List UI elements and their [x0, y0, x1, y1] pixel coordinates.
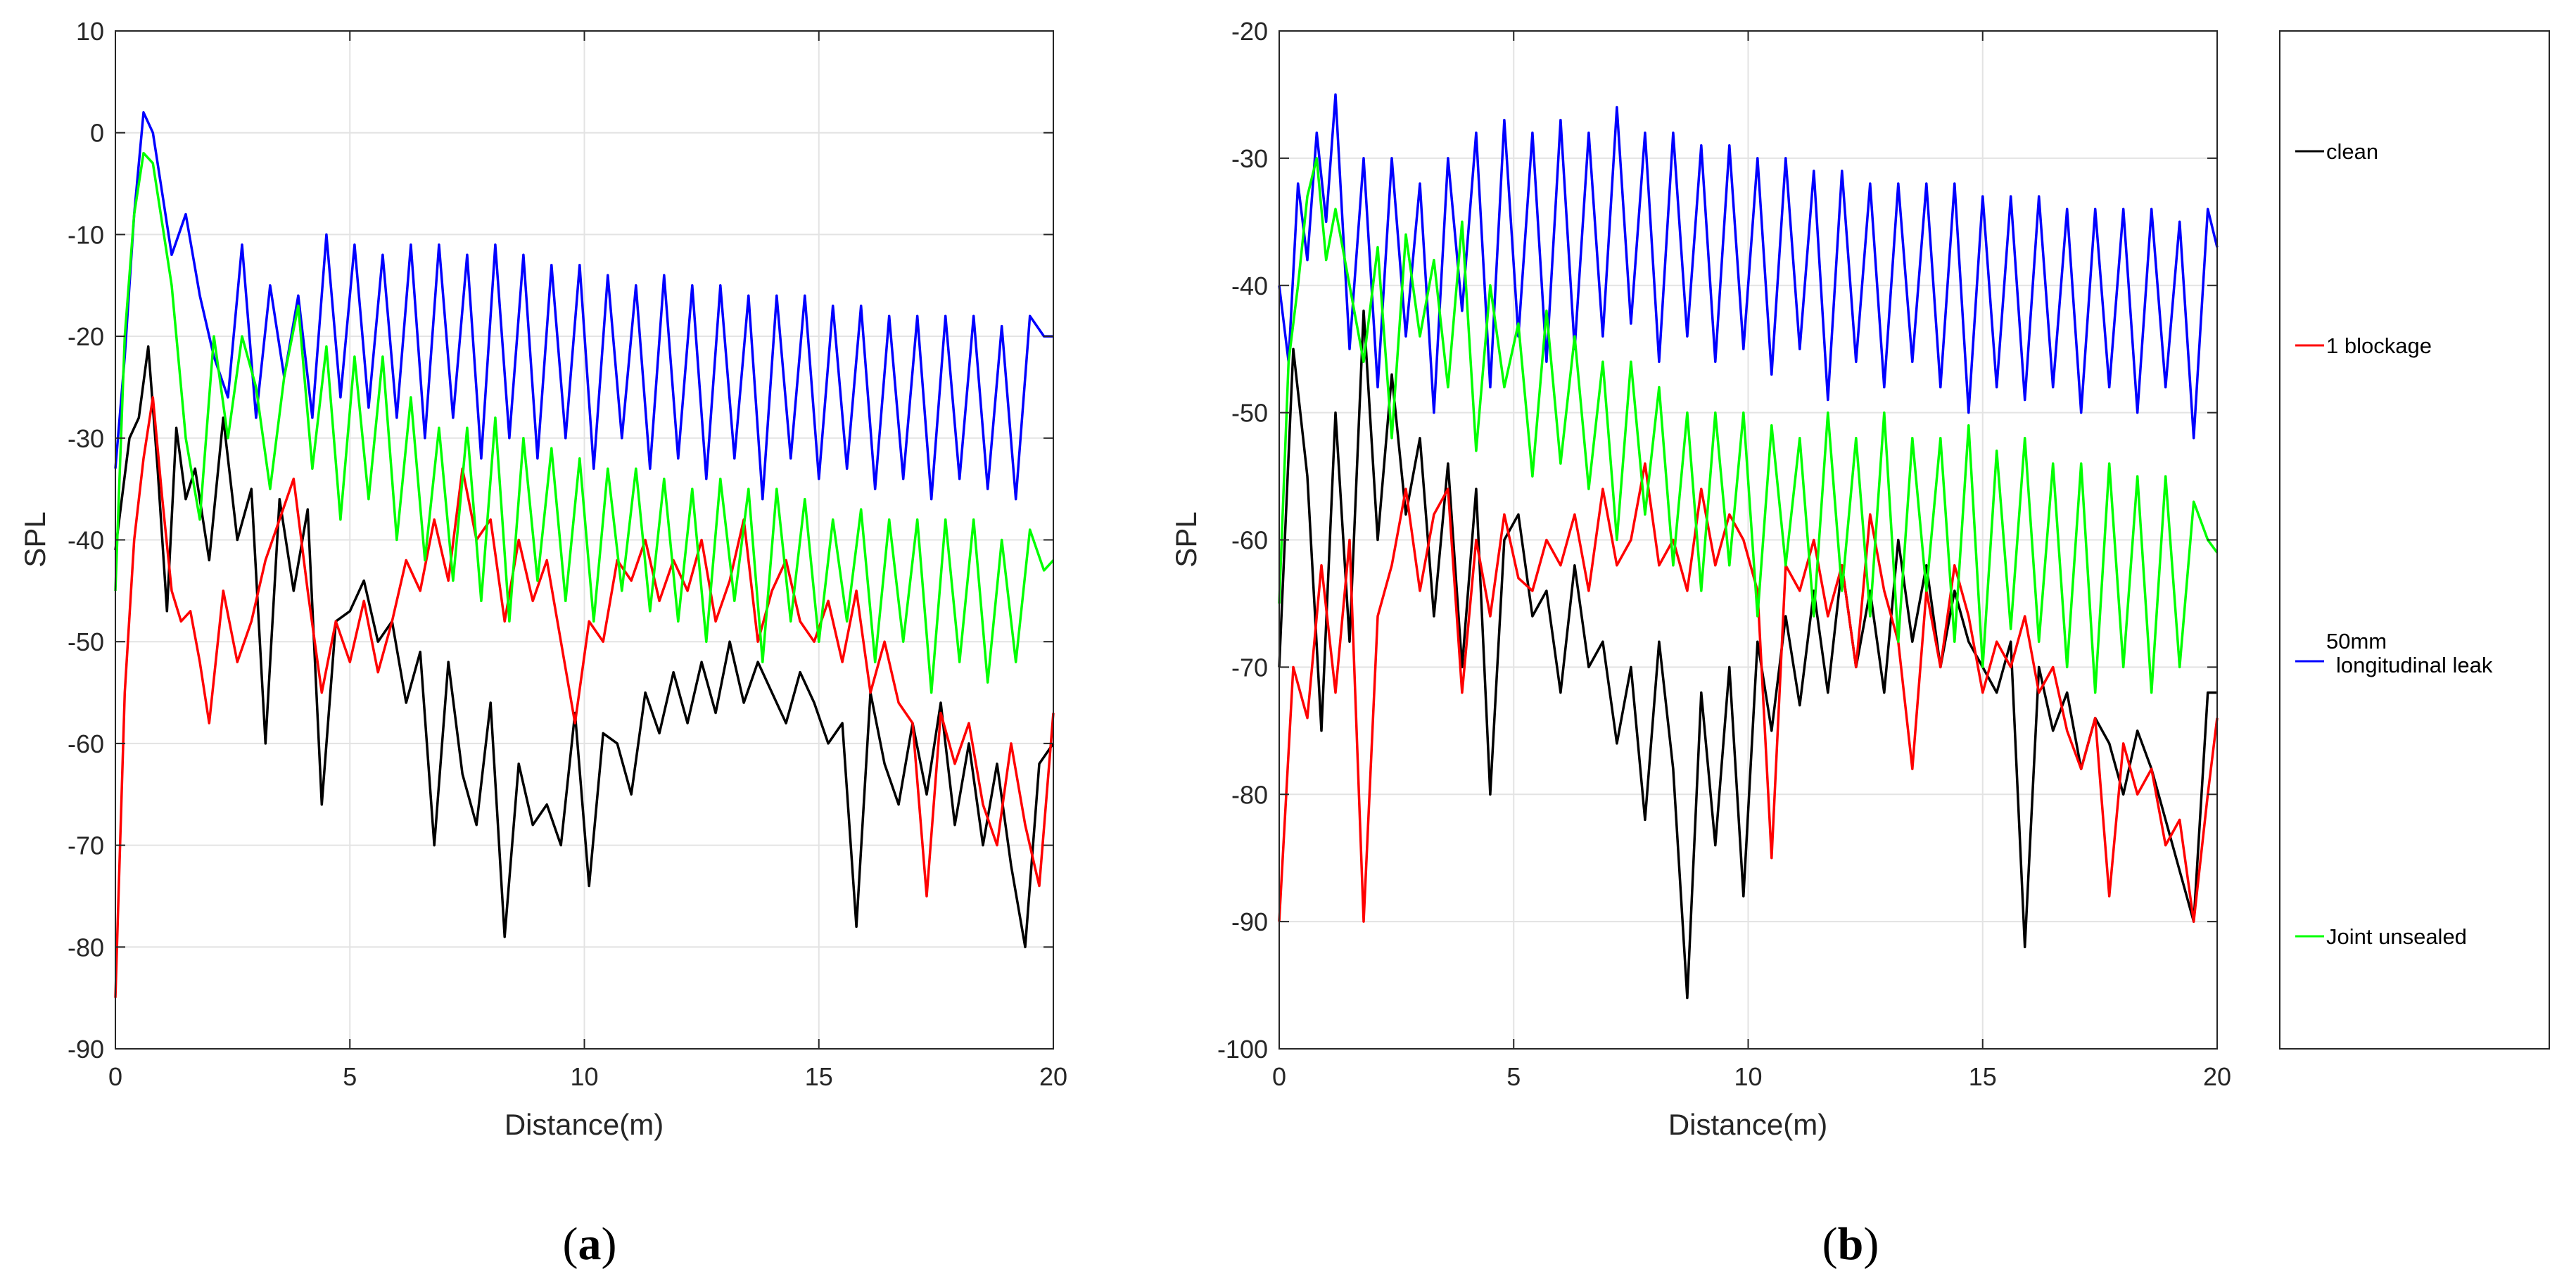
y-tick-label-a: -10 — [68, 220, 104, 249]
tick-labels-b: 0 5 10 15 20 -100 -90 -80 -70 -60 -50 -40 -30 -20 — [1217, 17, 2231, 1091]
series-line-1-blockage-b — [1278, 462, 2219, 923]
series-line-1-blockage-a — [114, 396, 1055, 998]
y-tick-label-a: 10 — [76, 17, 104, 46]
y-tick-label-b: -60 — [1231, 526, 1268, 555]
legend-item-joint: Joint unsealed — [2295, 924, 2467, 949]
tick-labels-a: 0 5 10 15 20 -90 -80 -70 -60 -50 -40 -30 -20 -10 0 10 — [68, 17, 1067, 1091]
legend-item-clean: clean — [2295, 139, 2378, 164]
legend-label-blockage: 1 blockage — [2326, 333, 2432, 358]
y-tick-label-b: -90 — [1231, 907, 1268, 936]
y-tick-label-a: -50 — [68, 627, 104, 656]
x-axis-title-b: Distance(m) — [1668, 1108, 1827, 1141]
legend-box — [2279, 30, 2550, 1050]
series-group-b — [1278, 93, 2219, 1000]
legend-item-leak: 50mm longitudinal leak — [2295, 629, 2493, 677]
panel-label-a: (a) — [563, 1218, 617, 1270]
y-tick-label-a: -70 — [68, 831, 104, 860]
y-tick-label-b: -40 — [1231, 272, 1268, 300]
x-tick-label-b: 15 — [1969, 1062, 1997, 1091]
x-axis-title-a: Distance(m) — [505, 1108, 664, 1141]
series-line-50mm-longitudinal-leak-a — [114, 111, 1053, 501]
series-line-50mm-longitudinal-leak-b — [1278, 93, 2219, 440]
y-tick-label-b: -30 — [1231, 144, 1268, 173]
y-tick-label-a: 0 — [90, 119, 104, 148]
y-tick-label-a: -80 — [68, 933, 104, 962]
series-line-clean-b — [1278, 310, 2217, 1000]
x-tick-label-b: 5 — [1506, 1062, 1521, 1091]
panel-label-a-letter: a — [578, 1218, 602, 1270]
y-tick-label-b: -20 — [1231, 17, 1268, 46]
x-tick-label-b: 20 — [2203, 1062, 2231, 1091]
x-tick-label-b: 0 — [1272, 1062, 1286, 1091]
panel-label-b: (b) — [1822, 1218, 1879, 1270]
series-line-joint-unsealed-a — [114, 151, 1055, 694]
legend-label-clean: clean — [2326, 139, 2378, 164]
y-axis-title-a: SPL — [18, 511, 51, 567]
panel-label-b-letter: b — [1838, 1218, 1864, 1270]
legend-label-joint: Joint unsealed — [2326, 924, 2467, 949]
series-line-clean-a — [114, 345, 1055, 949]
x-tick-label-a: 0 — [108, 1062, 122, 1091]
x-tick-label-b: 10 — [1734, 1062, 1762, 1091]
y-tick-label-b: -80 — [1231, 780, 1268, 809]
x-tick-label-a: 15 — [805, 1062, 833, 1091]
y-tick-label-b: -100 — [1217, 1035, 1268, 1064]
legend-label-leak-line-2: longitudinal leak — [2336, 653, 2493, 677]
y-tick-label-a: -20 — [68, 322, 104, 351]
legend-item-blockage: 1 blockage — [2295, 333, 2432, 358]
series-group-a — [114, 111, 1055, 998]
legend: clean 1 blockage 50mm longitudinal leak … — [2279, 30, 2550, 1050]
legend-label-leak: 50mm longitudinal leak — [2326, 629, 2493, 677]
y-tick-label-a: -90 — [68, 1035, 104, 1064]
series-line-joint-unsealed-b — [1278, 157, 2219, 694]
y-tick-label-b: -70 — [1231, 653, 1268, 682]
chart-panel-a: 0 5 10 15 20 -90 -80 -70 -60 -50 -40 -30 -20 -10 0 10 D… — [18, 17, 1067, 1270]
x-tick-label-a: 10 — [570, 1062, 598, 1091]
legend-label-leak-line-1: 50mm — [2326, 629, 2387, 653]
grid-a — [115, 31, 1053, 1049]
y-tick-label-a: -30 — [68, 424, 104, 453]
y-tick-label-a: -60 — [68, 729, 104, 758]
x-tick-label-a: 5 — [343, 1062, 357, 1091]
y-tick-label-b: -50 — [1231, 399, 1268, 428]
chart-panel-b: 0 5 10 15 20 -100 -90 -80 -70 -60 -50 -40 -30 -20 Dis… — [1169, 17, 2231, 1270]
y-tick-label-a: -40 — [68, 526, 104, 555]
x-tick-label-a: 20 — [1039, 1062, 1067, 1091]
y-axis-title-b: SPL — [1169, 511, 1203, 567]
